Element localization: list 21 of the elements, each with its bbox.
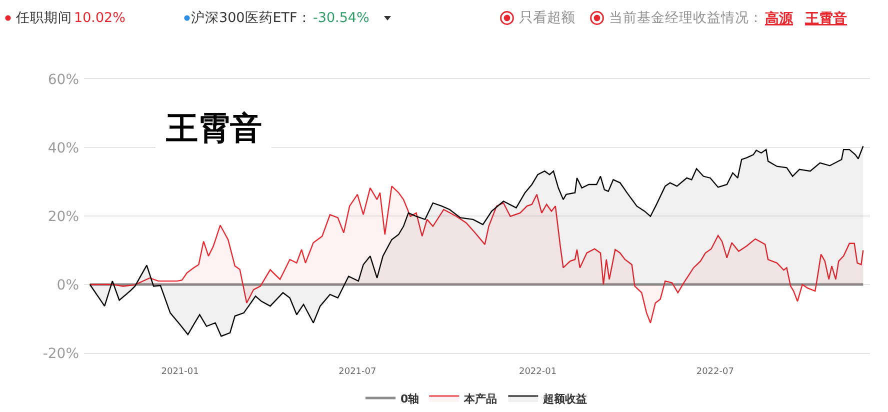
text: 10.02% [74, 10, 126, 26]
x-tick-label: 2022-07 [696, 366, 734, 377]
legend-label: 超额收益 [542, 392, 588, 406]
legend-label: 0轴 [400, 392, 420, 406]
text: 当前基金经理收益情况： [609, 10, 763, 26]
text: 高源 [765, 10, 794, 27]
text: 王霄音 [804, 10, 847, 27]
y-tick-label: 0% [56, 277, 79, 294]
y-tick-label: 20% [48, 208, 79, 225]
annotation: 王霄音 [165, 109, 262, 147]
text: 只看超额 [519, 10, 575, 26]
y-tick-label: -20% [42, 346, 79, 362]
x-tick-label: 2021-07 [338, 366, 376, 377]
x-tick-label: 2022-01 [518, 366, 557, 377]
y-tick-label: 60% [48, 72, 79, 88]
legend-label: 本产品 [463, 392, 498, 406]
text: -30.54% [313, 10, 370, 26]
text: 沪深300医药ETF： [191, 10, 312, 26]
x-tick-label: 2021-01 [161, 366, 199, 377]
text: 任职期间 [15, 10, 72, 26]
y-tick-label: 40% [48, 140, 79, 156]
